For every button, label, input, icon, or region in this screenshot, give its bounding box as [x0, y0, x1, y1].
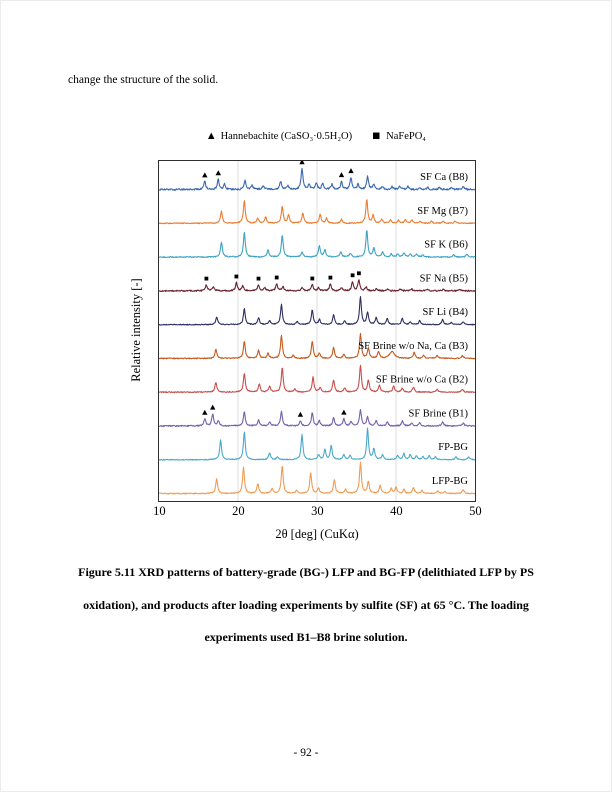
nafepo4-square-marker [357, 271, 361, 276]
trace-label: SF Brine w/o Ca (B2) [376, 375, 469, 386]
caption-line: oxidation), and products after loading e… [83, 597, 529, 612]
nafepo4-square-marker [256, 276, 261, 281]
x-axis-label: 2θ [deg] (CuKα) [275, 527, 359, 541]
trace-label: SF Brine w/o Na, Ca (B3) [358, 341, 468, 352]
trace-label: SF Brine (B1) [408, 408, 468, 419]
hannebachite-triangle-marker [338, 172, 345, 178]
trace-label: LFP-BG [432, 476, 469, 487]
x-tick-label: 10 [153, 504, 166, 518]
page-number: - 92 - [293, 747, 319, 759]
trace-label: SF Na (B5) [420, 273, 469, 284]
xrd-trace [159, 230, 475, 259]
nafepo4-square-marker [310, 276, 315, 281]
trace-label: SF Ca (B8) [420, 172, 468, 183]
legend-item: ■ NaFePO₄ [372, 131, 426, 142]
hannebachite-triangle-marker [297, 411, 304, 417]
xrd-trace [159, 364, 475, 394]
trace-label: SF Mg (B7) [417, 206, 468, 217]
nafepo4-square-marker [350, 273, 355, 278]
x-tick-label: 40 [390, 504, 403, 518]
xrd-trace [159, 427, 475, 461]
xrd-trace [159, 199, 475, 225]
trace-label: SF K (B6) [424, 240, 468, 251]
nafepo4-icon: ■ [372, 131, 381, 142]
hannebachite-triangle-marker [215, 170, 221, 176]
hannebachite-icon: ▲ [208, 131, 215, 142]
nafepo4-square-marker [234, 274, 239, 279]
nafepo4-square-marker [204, 276, 209, 281]
xrd-trace [159, 408, 475, 428]
x-tick-label: 50 [469, 504, 482, 518]
xrd-trace [159, 332, 475, 360]
legend-label: NaFePO₄ [386, 131, 426, 142]
y-axis-label: Relative intensity [-] [129, 278, 143, 382]
plot-area: SF Ca (B8) SF Mg (B7) SF K (B6) SF Na (B5) S… [158, 160, 476, 502]
nafepo4-square-marker [328, 275, 333, 280]
hannebachite-triangle-marker [202, 409, 208, 415]
figure-caption: Figure 5.11 XRD patterns of battery-grad… [30, 556, 582, 654]
hannebachite-triangle-marker [299, 161, 305, 165]
legend-label: Hannebachite (CaSO₃·0.5H₂O) [220, 131, 353, 142]
xrd-trace [159, 296, 475, 326]
xrd-chart: SF Ca (B8) SF Mg (B7) SF K (B6) SF Na (B5) S… [159, 161, 475, 501]
x-tick-label: 20 [232, 504, 245, 518]
hannebachite-triangle-marker [210, 404, 216, 410]
x-tick-label: 30 [311, 504, 324, 518]
hannebachite-triangle-marker [202, 172, 208, 178]
caption-line: Figure 5.11 XRD patterns of battery-grad… [78, 565, 534, 579]
xrd-trace [159, 167, 475, 191]
hannebachite-triangle-marker [341, 409, 347, 415]
trace-label: SF Li (B4) [422, 307, 468, 318]
legend-item: ▲ Hannebachite (CaSO₃·0.5H₂O) [208, 131, 352, 142]
caption-line: experiments used B1–B8 brine solution. [204, 630, 408, 644]
xrd-trace [159, 279, 475, 293]
body-text: change the structure of the solid. [68, 74, 219, 86]
xrd-trace [159, 461, 475, 495]
figure-legend: ▲ Hannebachite (CaSO₃·0.5H₂O) ■ NaFePO₄ [152, 131, 482, 142]
hannebachite-triangle-marker [348, 168, 354, 174]
trace-label: FP-BG [438, 442, 468, 453]
nafepo4-square-marker [274, 275, 279, 280]
